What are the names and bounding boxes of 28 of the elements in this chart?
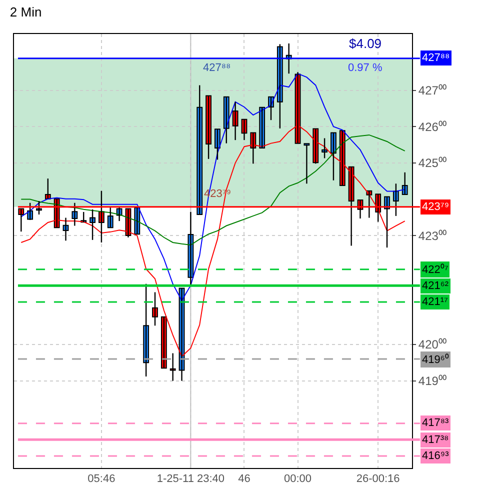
x-tick-label: 00:00 <box>284 473 312 486</box>
ref-line-label: 427⁸⁸ <box>422 52 450 64</box>
ref-line-label: 417³⁸ <box>422 434 449 446</box>
candlestick <box>339 130 346 186</box>
candlestick <box>36 200 42 216</box>
ref-line-label: 417⁸³ <box>422 417 449 429</box>
annotation: 0.97 % <box>348 62 382 74</box>
annotation: 427⁸⁸ <box>203 62 231 74</box>
y-tick-label: 419⁰⁰ <box>418 374 446 388</box>
ref-line-label: 421¹⁷ <box>422 296 448 308</box>
y-tick-label: 426⁰⁰ <box>418 120 446 134</box>
ref-line-label: 416⁹³ <box>422 450 450 462</box>
y-tick-label: 427⁰⁰ <box>418 83 446 98</box>
annotation: $4.09 <box>349 36 382 51</box>
x-tick-label: 05:46 <box>88 473 116 486</box>
candlestick <box>304 143 310 184</box>
y-tick-label: 423⁰⁰ <box>418 228 446 243</box>
candlestick <box>259 106 266 149</box>
y-tick-label: 420⁰⁰ <box>418 338 446 352</box>
x-tick-label: 1-25-11 23:40 <box>156 473 225 486</box>
ref-line-label: 422⁰⁷ <box>422 263 448 276</box>
x-tick-label: 26-00:16 <box>356 473 400 486</box>
ref-line-label: 423⁷⁹ <box>422 201 450 213</box>
y-tick-label: 425⁰⁰ <box>418 156 446 170</box>
ref-line-label: 419⁶⁰ <box>422 353 449 366</box>
x-tick-label: 46 <box>238 473 250 486</box>
ref-line-label: 421⁶² <box>422 280 449 292</box>
chart-title: 2 Min <box>10 4 42 20</box>
